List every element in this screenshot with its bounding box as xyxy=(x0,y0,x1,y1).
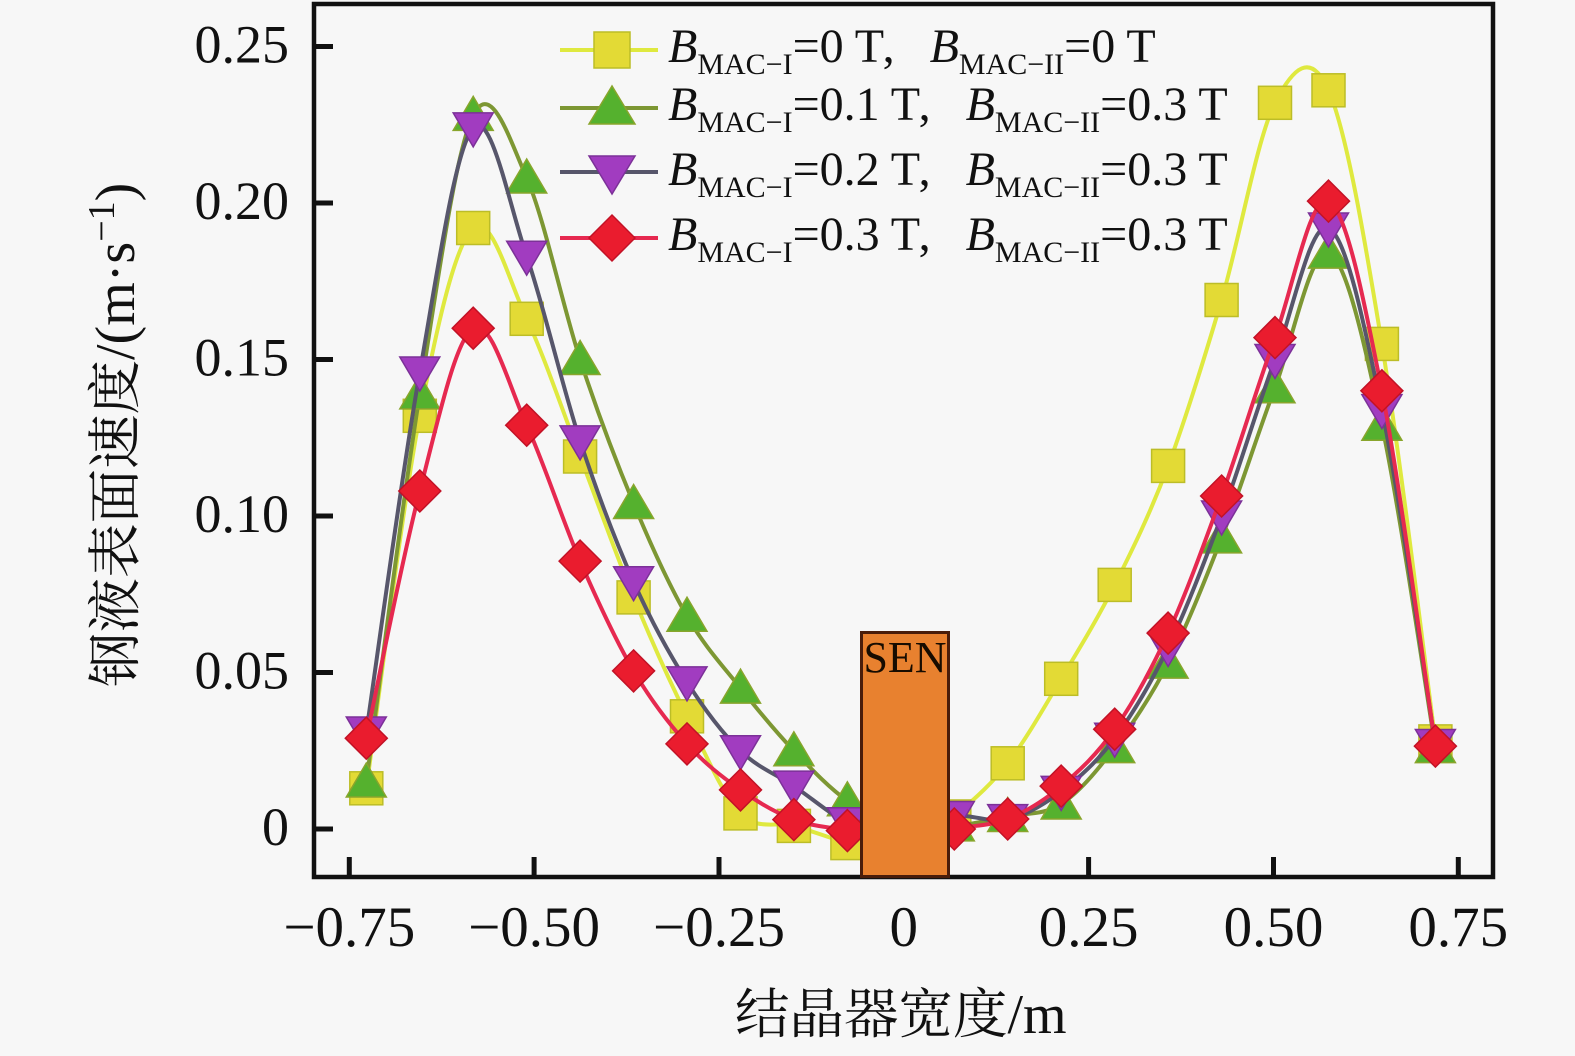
svg-text:0.05: 0.05 xyxy=(195,641,290,701)
svg-text:0: 0 xyxy=(890,896,919,959)
svg-text:−0.25: −0.25 xyxy=(653,896,785,959)
svg-text:0.25: 0.25 xyxy=(195,15,290,75)
svg-text:SEN: SEN xyxy=(863,633,946,682)
svg-text:0.20: 0.20 xyxy=(195,171,290,231)
svg-text:BMAC−I=0.1 T,BMAC−II=0.3 T: BMAC−I=0.1 T, BMAC−II=0.3 T xyxy=(668,78,1228,139)
svg-text:0.75: 0.75 xyxy=(1408,896,1508,959)
svg-text:0.10: 0.10 xyxy=(195,484,290,544)
svg-text:−0.50: −0.50 xyxy=(468,896,600,959)
svg-text:0.15: 0.15 xyxy=(195,328,290,388)
svg-text:BMAC−I=0.2 T,BMAC−II=0.3 T: BMAC−I=0.2 T, BMAC−II=0.3 T xyxy=(668,143,1228,204)
svg-text:BMAC−I=0.3 T,BMAC−II=0.3 T: BMAC−I=0.3 T, BMAC−II=0.3 T xyxy=(668,208,1228,269)
svg-text:−0.75: −0.75 xyxy=(283,896,415,959)
svg-text:0.25: 0.25 xyxy=(1039,896,1139,959)
svg-text:0.50: 0.50 xyxy=(1224,896,1324,959)
svg-text:/m: /m xyxy=(1008,984,1067,1046)
svg-text:0: 0 xyxy=(262,797,289,857)
svg-text:BMAC−I=0 T,BMAC−II=0 T: BMAC−I=0 T, BMAC−II=0 T xyxy=(668,20,1156,81)
